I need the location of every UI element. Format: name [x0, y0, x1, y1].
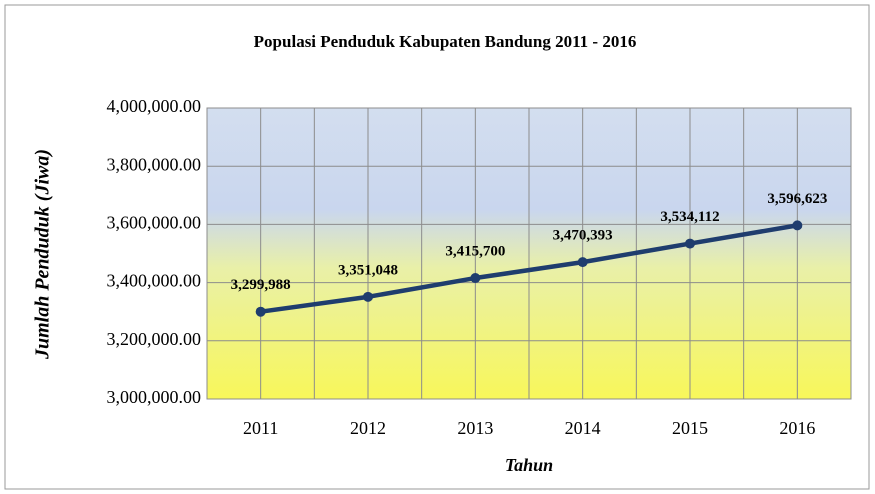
- x-axis-label: Tahun: [505, 455, 553, 475]
- y-tick-label: 3,000,000.00: [107, 387, 202, 407]
- y-tick-label: 4,000,000.00: [107, 96, 202, 116]
- data-label: 3,596,623: [767, 191, 827, 207]
- y-tick-label: 3,600,000.00: [107, 213, 202, 233]
- data-point: [792, 220, 803, 231]
- data-point: [470, 273, 481, 284]
- y-tick-label: 3,400,000.00: [107, 271, 202, 291]
- data-label: 3,351,048: [338, 262, 398, 278]
- x-tick-label: 2015: [672, 418, 708, 438]
- x-tick-label: 2012: [350, 418, 386, 438]
- plot-border: [206, 107, 852, 400]
- data-label: 3,470,393: [553, 228, 613, 244]
- chart-title: Populasi Penduduk Kabupaten Bandung 2011…: [254, 32, 637, 51]
- data-point: [363, 291, 373, 302]
- data-line: [260, 223, 798, 314]
- data-point: [255, 306, 266, 317]
- data-point: [685, 238, 695, 249]
- x-tick-label: 2013: [457, 418, 493, 438]
- data-point: [577, 257, 588, 268]
- x-tick-label: 2011: [243, 418, 278, 438]
- data-label: 3,299,988: [231, 277, 291, 293]
- y-tick-label: 3,800,000.00: [107, 154, 202, 174]
- y-tick-label: 3,200,000.00: [107, 329, 202, 349]
- y-axis-label: Jumlah Penduduk (Jiwa): [32, 149, 54, 360]
- data-label: 3,415,700: [445, 243, 505, 259]
- data-label: 3,534,112: [660, 209, 719, 225]
- x-tick-label: 2016: [779, 418, 815, 438]
- x-tick-label: 2014: [565, 418, 601, 438]
